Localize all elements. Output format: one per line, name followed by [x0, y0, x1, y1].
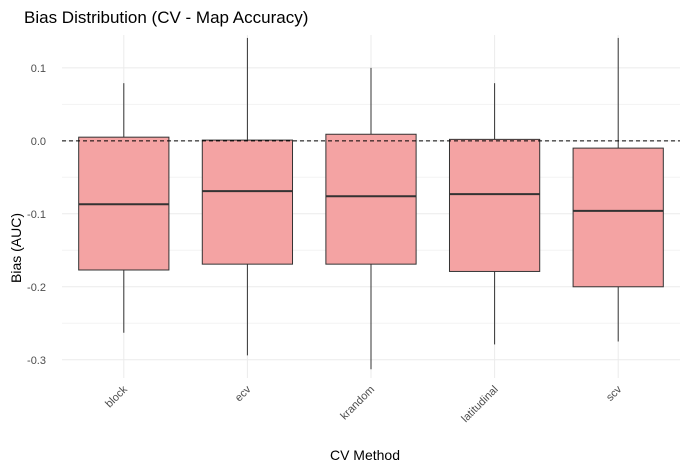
chart-title: Bias Distribution (CV - Map Accuracy) [24, 8, 308, 27]
box-block [78, 83, 170, 333]
box-rect-scv [572, 147, 664, 288]
x-axis-title: CV Method [330, 447, 400, 463]
y-tick-label-2: -0.1 [27, 209, 46, 221]
y-tick-label-1: 0.0 [31, 136, 46, 148]
box-scv [572, 37, 664, 342]
box-ecv [201, 37, 294, 356]
box-rect-krandom [325, 133, 417, 265]
y-tick-label-0: 0.1 [31, 63, 46, 75]
y-tick-label-3: -0.2 [27, 282, 46, 294]
x-tick-label-latitudinal: latitudinal [459, 384, 500, 425]
y-tick-labels: 0.1 0.0 -0.1 -0.2 -0.3 [27, 63, 46, 367]
y-tick-label-4: -0.3 [27, 355, 46, 367]
box-rect-latitudinal [448, 138, 541, 272]
x-tick-label-krandom: krandom [338, 384, 377, 423]
y-axis-title: Bias (AUC) [8, 213, 24, 283]
x-tick-label-ecv: ecv [233, 383, 254, 404]
x-tick-labels: block ecv krandom latitudinal scv [103, 383, 624, 425]
box-latitudinal [448, 83, 541, 345]
box-rect-ecv [201, 139, 294, 265]
box-krandom [325, 67, 417, 370]
x-tick-label-scv: scv [604, 383, 625, 404]
boxes [78, 37, 664, 370]
x-tick-label-block: block [103, 383, 130, 410]
